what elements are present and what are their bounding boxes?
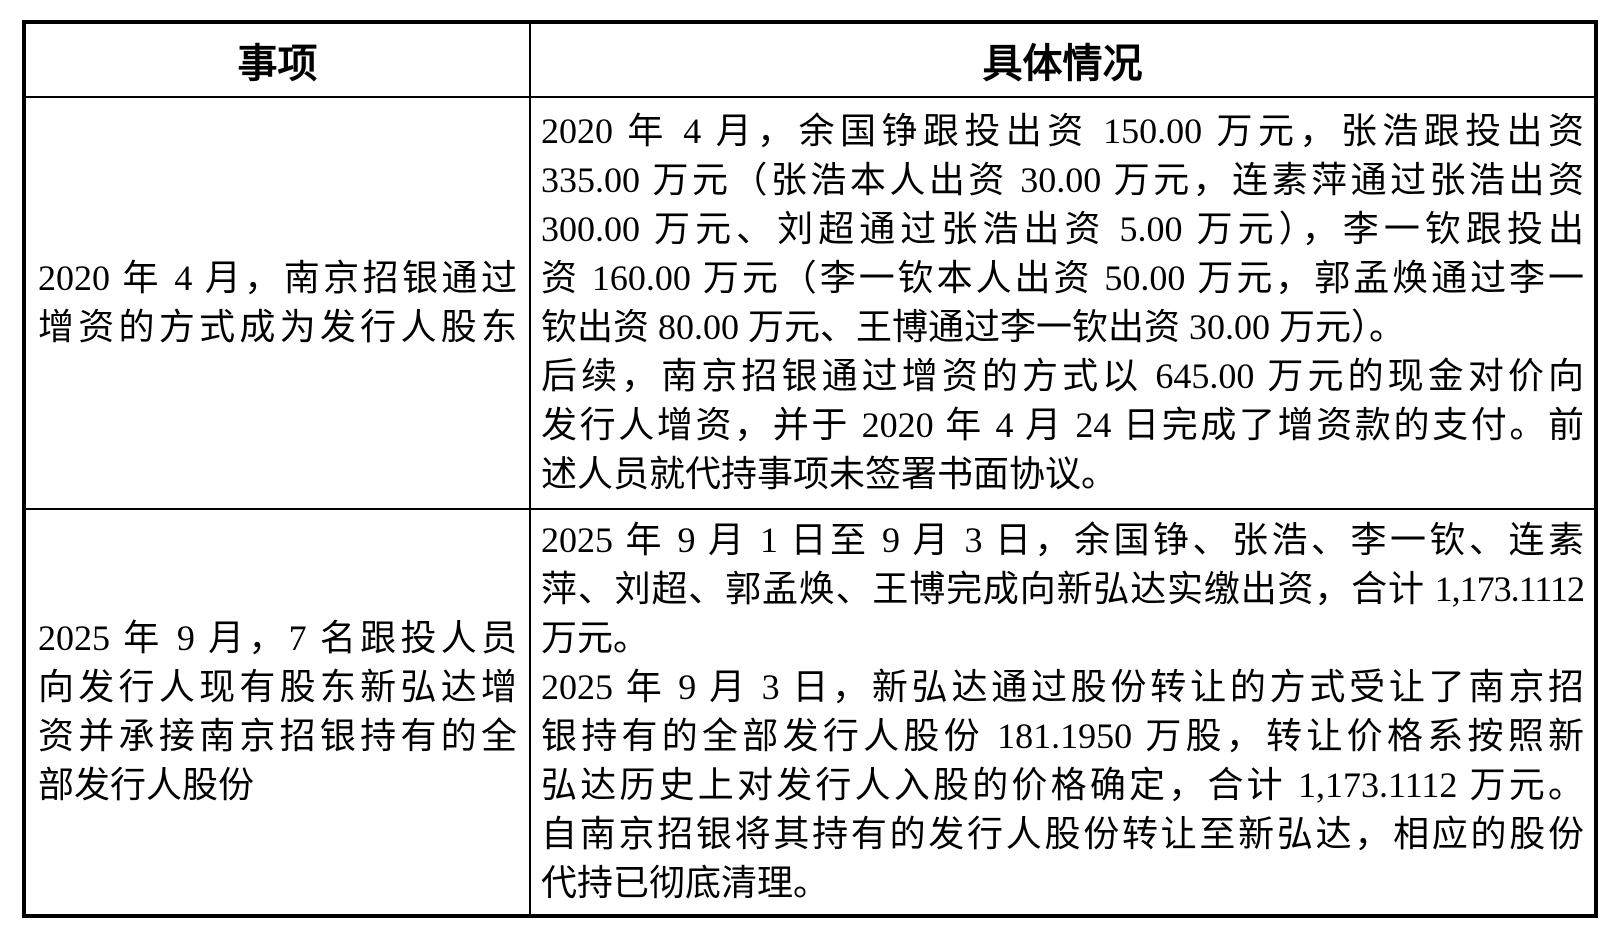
detail-paragraph: 2020 年 4 月，余国铮跟投出资 150.00 万元，张浩跟投出资 335.…: [541, 107, 1584, 352]
detail-line: 资 160.00 万元（李一钦本人出资 50.00 万元，郭孟焕通过李一: [541, 258, 1584, 298]
detail-line: 后续，南京招银通过增资的方式以 645.00 万元的现金对价向: [541, 356, 1584, 396]
item-line: 2020 年 4 月，南京招银通过: [38, 258, 517, 298]
table-row-2025-share-transfer: 2025 年 9 月，7 名跟投人员 向发行人现有股东新弘达增 资并承接南京招银…: [23, 508, 1597, 917]
detail-cell-2020: 2020 年 4 月，余国铮跟投出资 150.00 万元，张浩跟投出资 335.…: [529, 96, 1597, 510]
item-cell-2020: 2020 年 4 月，南京招银通过 增资的方式成为发行人股东: [23, 96, 531, 510]
table-row-2020-capital-increase: 2020 年 4 月，南京招银通过 增资的方式成为发行人股东 2020 年 4 …: [23, 96, 1597, 510]
detail-line: 银持有的全部发行人股份 181.1950 万股，转让价格系按照新: [541, 716, 1584, 756]
header-cell-detail: 具体情况: [529, 21, 1597, 98]
item-line: 增资的方式成为发行人股东: [38, 307, 517, 347]
detail-line: 2025 年 9 月 1 日至 9 月 3 日，余国铮、张浩、李一钦、连素: [541, 520, 1584, 560]
header-cell-item: 事项: [23, 21, 531, 98]
detail-line: 钦出资 80.00 万元、王博通过李一钦出资 30.00 万元）。: [541, 307, 1406, 347]
shareholding-events-table: 事项 具体情况 2020 年 4 月，南京招银通过 增资的方式成为发行人股东 2…: [22, 20, 1598, 918]
detail-line: 述人员就代持事项未签署书面协议。: [541, 454, 1118, 494]
detail-line: 335.00 万元（张浩本人出资 30.00 万元，连素萍通过张浩出资: [541, 160, 1584, 200]
detail-line: 代持已彻底清理。: [541, 863, 830, 903]
item-line: 部发行人股份: [38, 765, 255, 805]
detail-line: 300.00 万元、刘超通过张浩出资 5.00 万元），李一钦跟投出: [541, 209, 1584, 249]
item-line: 向发行人现有股东新弘达增: [38, 667, 517, 707]
detail-line: 萍、刘超、郭孟焕、王博完成向新弘达实缴出资，合计 1,173.1112: [541, 569, 1584, 609]
item-line: 资并承接南京招银持有的全: [38, 716, 517, 756]
table-header-row: 事项 具体情况: [23, 21, 1597, 98]
item-cell-2025: 2025 年 9 月，7 名跟投人员 向发行人现有股东新弘达增 资并承接南京招银…: [23, 508, 531, 917]
detail-line: 发行人增资，并于 2020 年 4 月 24 日完成了增资款的支付。前: [541, 405, 1584, 445]
item-line: 2025 年 9 月，7 名跟投人员: [38, 618, 517, 658]
detail-cell-2025: 2025 年 9 月 1 日至 9 月 3 日，余国铮、张浩、李一钦、连素 萍、…: [529, 508, 1597, 917]
detail-paragraph: 后续，南京招银通过增资的方式以 645.00 万元的现金对价向 发行人增资，并于…: [541, 352, 1584, 499]
detail-paragraph: 2025 年 9 月 1 日至 9 月 3 日，余国铮、张浩、李一钦、连素 萍、…: [541, 516, 1584, 663]
detail-line: 2020 年 4 月，余国铮跟投出资 150.00 万元，张浩跟投出资: [541, 111, 1584, 151]
detail-line: 2025 年 9 月 3 日，新弘达通过股份转让的方式受让了南京招: [541, 667, 1584, 707]
detail-paragraph: 2025 年 9 月 3 日，新弘达通过股份转让的方式受让了南京招 银持有的全部…: [541, 663, 1584, 908]
detail-line: 弘达历史上对发行人入股的价格确定，合计 1,173.1112 万元。: [541, 765, 1584, 805]
detail-line: 万元。: [541, 618, 650, 658]
detail-line: 自南京招银将其持有的发行人股份转让至新弘达，相应的股份: [541, 814, 1584, 854]
